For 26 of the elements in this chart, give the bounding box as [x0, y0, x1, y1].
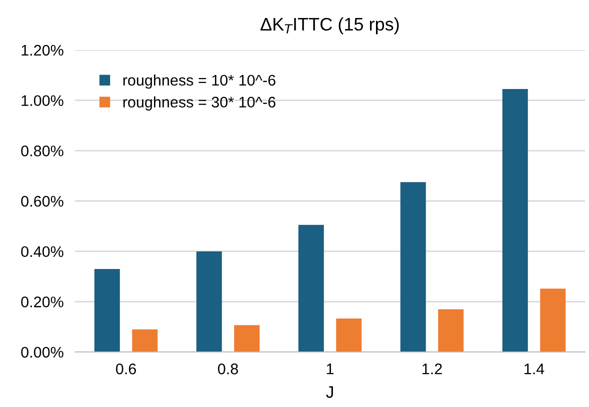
- bar: [502, 89, 528, 352]
- y-tick-label: 0.20%: [21, 296, 64, 308]
- y-tick-label: 0.00%: [21, 346, 64, 358]
- y-tick-label: 1.20%: [22, 44, 64, 56]
- bar: [336, 318, 362, 352]
- bar: [540, 288, 566, 352]
- x-tick-label: 1.2: [422, 364, 442, 374]
- legend-label: roughness = 10* 10^-6: [123, 74, 276, 89]
- y-tick-label: 0.40%: [21, 246, 64, 258]
- y-tick-label: 0.60%: [21, 196, 64, 207]
- x-tick-label: 0.8: [218, 364, 238, 374]
- x-axis-title: J: [326, 386, 333, 398]
- bar: [132, 329, 158, 352]
- bar: [298, 224, 324, 352]
- y-tick-label: 1.00%: [22, 95, 64, 106]
- chart-title: ΔK$_{T}$ITTC (15 rps): [260, 17, 399, 34]
- bar: [94, 268, 120, 352]
- x-tick-label: 1: [326, 364, 334, 374]
- y-tick-label: 0.80%: [21, 146, 64, 156]
- x-tick-label: 0.6: [116, 364, 136, 374]
- bar: [234, 325, 260, 352]
- x-tick-label: 1.4: [524, 364, 544, 374]
- bar: [196, 251, 222, 352]
- bar: [438, 309, 464, 352]
- bar: [400, 182, 426, 352]
- legend-label: roughness = 30* 10^-6: [123, 96, 276, 111]
